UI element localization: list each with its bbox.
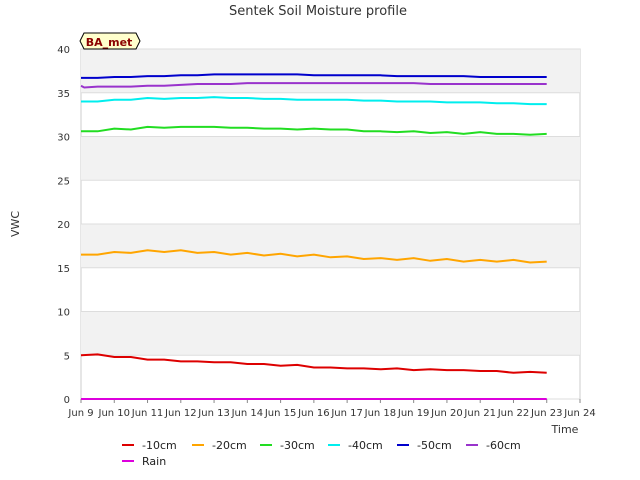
plot-band: [81, 136, 580, 181]
legend-label: -40cm: [348, 439, 383, 452]
x-tick-label: Jun 22: [497, 408, 530, 419]
plot-band: [81, 311, 580, 356]
y-tick-label: 35: [57, 89, 70, 100]
y-tick-label: 10: [57, 308, 70, 319]
legend-item: -10cm: [122, 439, 177, 452]
legend-label: -20cm: [212, 439, 247, 452]
x-axis-ticks: Jun 9 Jun 10 Jun 11 Jun 12 Jun 13 Jun 14 Jun 1…: [67, 399, 596, 419]
x-tick-label: Jun 16: [297, 408, 330, 419]
y-tick-label: 15: [57, 264, 70, 275]
station-badge-label: BA_met: [86, 36, 133, 49]
x-tick-label: Jun 18: [364, 408, 397, 419]
legend-item: -50cm: [397, 439, 452, 452]
legend-label: -30cm: [280, 439, 315, 452]
y-tick-label: 20: [57, 220, 70, 231]
series-line-30cm: [81, 125, 547, 136]
x-tick-label: Jun 12: [164, 408, 197, 419]
legend-item: -30cm: [260, 439, 315, 452]
x-tick-label: Jun 15: [264, 408, 297, 419]
y-axis-ticks: 0 5 10 15 20 25 30 35 40: [57, 45, 70, 406]
y-tick-label: 40: [57, 45, 70, 56]
y-tick-label: 5: [64, 351, 70, 362]
y-tick-label: 30: [57, 133, 70, 144]
station-badge: BA_met: [79, 32, 141, 50]
x-tick-label: Jun 20: [430, 408, 463, 419]
plot-band: [81, 224, 580, 268]
legend-item: -60cm: [466, 439, 521, 452]
x-tick-label: Jun 17: [330, 408, 363, 419]
series-line-60cm: [80, 82, 547, 89]
legend: -10cm -20cm -30cm -40cm -50cm -60cm Rain: [122, 439, 521, 468]
x-tick-label: Jun 9: [67, 408, 93, 419]
y-tick-label: 0: [64, 395, 70, 406]
legend-label: Rain: [142, 455, 166, 468]
series-line-50cm: [81, 73, 547, 79]
legend-label: -50cm: [417, 439, 452, 452]
x-tick-label: Jun 24: [563, 408, 596, 419]
x-tick-label: Jun 14: [231, 408, 264, 419]
series-line-40cm: [81, 96, 547, 106]
series-line-10cm: [80, 353, 547, 374]
legend-item: -40cm: [328, 439, 383, 452]
legend-label: -60cm: [486, 439, 521, 452]
x-tick-label: Jun 13: [197, 408, 230, 419]
legend-label: -10cm: [142, 439, 177, 452]
legend-item: Rain: [122, 455, 166, 468]
x-tick-label: Jun 10: [98, 408, 131, 419]
x-tick-label: Jun 11: [131, 408, 164, 419]
x-tick-label: Jun 23: [530, 408, 563, 419]
y-tick-label: 25: [57, 176, 70, 187]
series-line-20cm: [81, 249, 547, 264]
chart-title: Sentek Soil Moisture profile: [229, 4, 407, 19]
x-axis-label: Time: [551, 423, 579, 436]
x-tick-label: Jun 21: [463, 408, 496, 419]
legend-item: -20cm: [192, 439, 247, 452]
series-lines: [80, 73, 547, 400]
x-tick-label: Jun 19: [397, 408, 430, 419]
y-axis-label: VWC: [9, 211, 22, 237]
